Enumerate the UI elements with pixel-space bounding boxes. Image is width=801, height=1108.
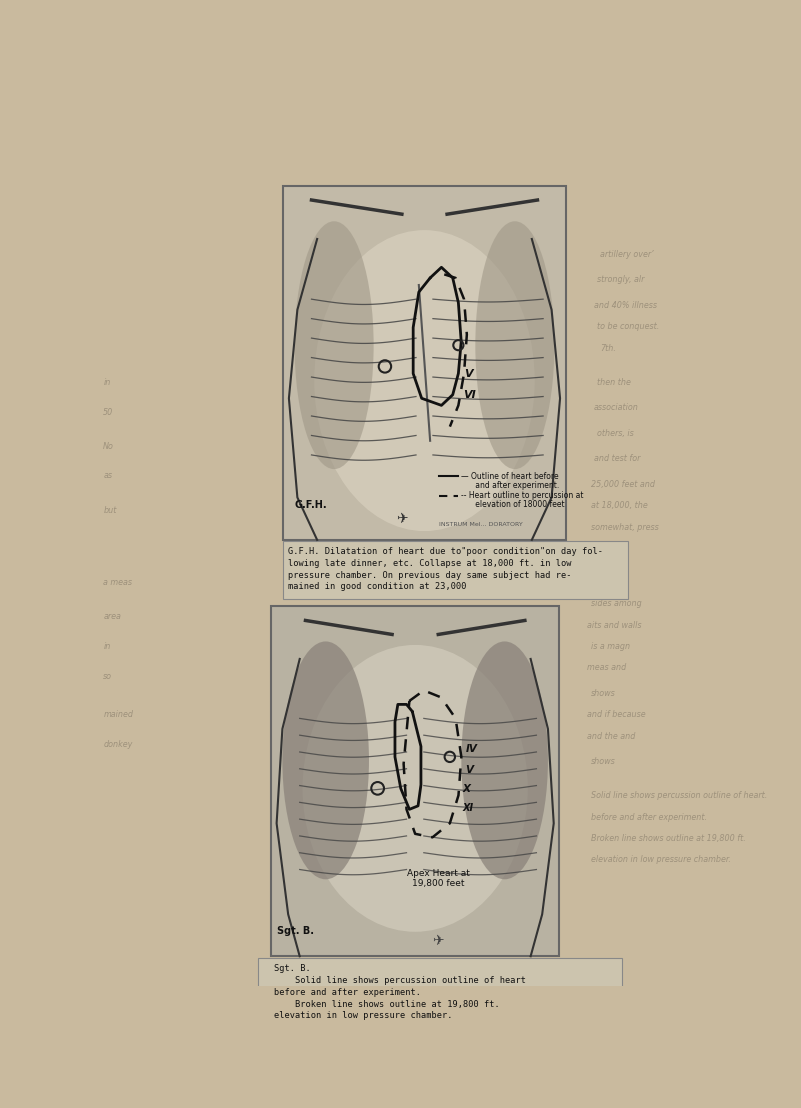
Text: and the and: and the and (587, 731, 636, 741)
Ellipse shape (303, 645, 528, 932)
Text: mained: mained (103, 710, 133, 719)
Text: — Outline of heart before: — Outline of heart before (461, 472, 559, 481)
Text: Solid line shows percussion outline of heart.: Solid line shows percussion outline of h… (590, 791, 767, 800)
Text: V: V (464, 369, 473, 379)
Text: then the: then the (597, 378, 630, 387)
Text: somewhat, press: somewhat, press (590, 523, 658, 532)
Text: to be conquest.: to be conquest. (597, 322, 659, 331)
Text: G.F.H. Dilatation of heart due to"poor condition"on day fol-
lowing late dinner,: G.F.H. Dilatation of heart due to"poor c… (288, 547, 603, 592)
Text: Sgt. B.: Sgt. B. (276, 925, 314, 935)
Text: No: No (103, 442, 114, 451)
Text: before and after experiment.: before and after experiment. (590, 813, 706, 822)
Text: X: X (463, 783, 471, 793)
Bar (284, 186, 566, 540)
Ellipse shape (314, 230, 534, 531)
Bar (259, 958, 622, 1009)
Ellipse shape (283, 642, 369, 880)
Text: in: in (103, 378, 111, 387)
Text: a meas: a meas (103, 578, 132, 587)
Text: and after experiment.: and after experiment. (461, 481, 559, 490)
Text: Be: Be (597, 557, 607, 566)
Text: Sgt. B.
    Solid line shows percussion outline of heart
before and after experi: Sgt. B. Solid line shows percussion outl… (274, 964, 526, 1020)
Text: VI: VI (463, 390, 476, 400)
Text: others, is: others, is (597, 429, 634, 438)
Text: INSTRUM Mel... DORATORY: INSTRUM Mel... DORATORY (439, 522, 522, 526)
Text: elevation in low pressure chamber.: elevation in low pressure chamber. (590, 855, 731, 864)
Text: elevation of 18000 feet: elevation of 18000 feet (461, 500, 565, 509)
Text: Apex Heart at
19,800 feet: Apex Heart at 19,800 feet (407, 869, 469, 889)
Text: XI: XI (463, 803, 474, 813)
Text: shows: shows (590, 689, 615, 698)
Text: -- Heart outline to percussion at: -- Heart outline to percussion at (461, 491, 584, 500)
Text: V: V (465, 765, 473, 774)
Text: at 18,000, the: at 18,000, the (590, 501, 647, 511)
Text: and test for: and test for (594, 454, 640, 463)
Text: and 40% illness: and 40% illness (594, 301, 657, 310)
Text: 7th.: 7th. (600, 343, 616, 352)
Text: meas and: meas and (587, 664, 626, 673)
Text: shows: shows (590, 757, 615, 767)
Ellipse shape (295, 222, 373, 469)
Bar (284, 541, 628, 598)
Bar (271, 606, 559, 956)
Text: ✈: ✈ (433, 933, 444, 947)
Text: aits and walls: aits and walls (587, 620, 642, 629)
Text: donkey: donkey (103, 740, 133, 749)
Text: sides among: sides among (590, 599, 642, 608)
Text: G.F.H.: G.F.H. (295, 500, 327, 510)
Text: IV: IV (465, 743, 477, 753)
Text: 50: 50 (103, 408, 114, 417)
Text: Broken line shows outline at 19,800 ft.: Broken line shows outline at 19,800 ft. (590, 834, 745, 843)
Text: as: as (103, 472, 112, 481)
Text: so: so (103, 671, 112, 681)
Ellipse shape (461, 642, 548, 880)
Text: ✈: ✈ (396, 511, 408, 525)
Text: area: area (103, 613, 121, 622)
Text: 25,000 feet and: 25,000 feet and (590, 480, 654, 489)
Ellipse shape (475, 222, 554, 469)
Text: association: association (594, 403, 638, 412)
Text: strongly, alr: strongly, alr (597, 275, 644, 285)
Text: in: in (103, 643, 111, 652)
Text: artillery over’: artillery over’ (600, 249, 654, 258)
Text: but: but (103, 505, 117, 514)
Text: is a magn: is a magn (590, 643, 630, 652)
Text: and if because: and if because (587, 710, 646, 719)
